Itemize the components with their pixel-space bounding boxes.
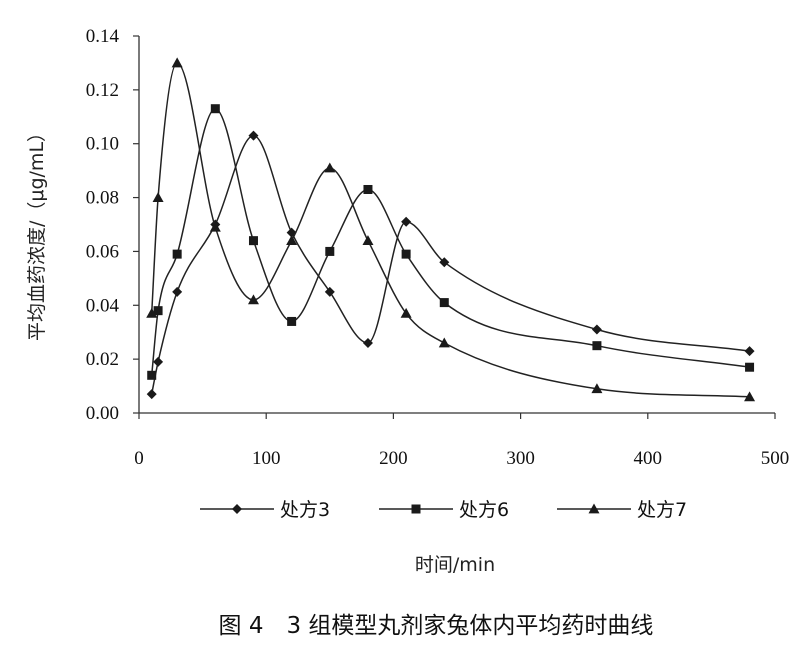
- series-line: [150, 107, 750, 376]
- legend-label: 处方6: [459, 499, 509, 521]
- legend-label: 处方3: [280, 499, 330, 521]
- y-tick-label: 0.12: [86, 80, 119, 101]
- data-point-square: [592, 341, 602, 351]
- series-line: [150, 62, 750, 398]
- data-point-triangle: [146, 307, 158, 318]
- y-tick-label: 0.06: [86, 241, 119, 262]
- series-2: [147, 104, 755, 380]
- series-3: [146, 57, 756, 402]
- y-tick-label: 0.08: [86, 188, 119, 209]
- legend-item: 处方6: [379, 499, 509, 521]
- x-tick-label: 100: [252, 448, 281, 469]
- data-point-triangle: [324, 162, 336, 173]
- legend-marker-triangle: [588, 503, 600, 514]
- data-point-diamond: [439, 257, 450, 268]
- data-point-diamond: [401, 216, 412, 227]
- data-point-triangle: [438, 337, 450, 348]
- data-point-diamond: [248, 130, 259, 141]
- x-tick-label: 400: [634, 448, 663, 469]
- y-tick-label: 0.02: [86, 349, 119, 370]
- data-point-diamond: [591, 324, 602, 335]
- legend-marker-diamond: [232, 504, 242, 514]
- x-axis-ticks: 0 100 200 300 400 500: [134, 413, 789, 469]
- data-point-triangle: [152, 192, 164, 202]
- y-tick-label: 0.04: [86, 295, 120, 316]
- x-tick-label: 300: [506, 448, 535, 469]
- legend-item: 处方7: [557, 499, 687, 521]
- y-tick-label: 0.10: [86, 134, 119, 155]
- data-point-diamond: [146, 389, 157, 400]
- data-point-triangle: [362, 235, 374, 246]
- legend: 处方3 处方6 处方7: [200, 499, 687, 521]
- data-point-square: [363, 184, 373, 194]
- data-point-square: [153, 306, 163, 316]
- data-point-diamond: [172, 286, 183, 297]
- series-1: [146, 130, 755, 400]
- data-point-triangle: [171, 57, 183, 68]
- data-point-square: [287, 316, 297, 326]
- data-point-triangle: [286, 235, 298, 246]
- data-point-diamond: [153, 356, 164, 367]
- legend-item: 处方3: [200, 499, 330, 521]
- data-point-square: [210, 104, 220, 114]
- data-point-diamond: [324, 286, 335, 297]
- data-point-square: [401, 249, 411, 259]
- legend-marker-square: [411, 504, 421, 514]
- data-point-triangle: [744, 391, 756, 402]
- y-tick-label: 0.14: [86, 26, 120, 47]
- y-axis-ticks: 0.00 0.02 0.04 0.06 0.08 0.10 0.12 0.14: [86, 26, 139, 424]
- data-point-triangle: [247, 294, 259, 305]
- y-axis-title: 平均血药浓度/（μg/mL）: [26, 123, 48, 341]
- figure-caption: 图 4 3 组模型丸剂家兔体内平均药时曲线: [219, 613, 654, 639]
- x-tick-label: 500: [761, 448, 790, 469]
- plot-area: [146, 57, 756, 402]
- data-point-triangle: [591, 383, 603, 394]
- data-point-square: [325, 246, 335, 256]
- x-axis-title: 时间/min: [415, 554, 495, 576]
- data-point-square: [172, 249, 182, 259]
- data-point-diamond: [362, 337, 373, 348]
- data-point-square: [248, 236, 258, 246]
- y-tick-label: 0.00: [86, 403, 119, 424]
- x-tick-label: 200: [379, 448, 408, 469]
- axes: [138, 36, 775, 414]
- data-point-triangle: [209, 221, 221, 232]
- data-point-triangle: [400, 307, 412, 318]
- data-point-square: [745, 362, 755, 372]
- data-point-diamond: [744, 346, 755, 357]
- data-point-square: [147, 370, 157, 380]
- x-tick-label: 0: [134, 448, 144, 469]
- legend-label: 处方7: [637, 499, 687, 521]
- data-point-square: [439, 298, 449, 308]
